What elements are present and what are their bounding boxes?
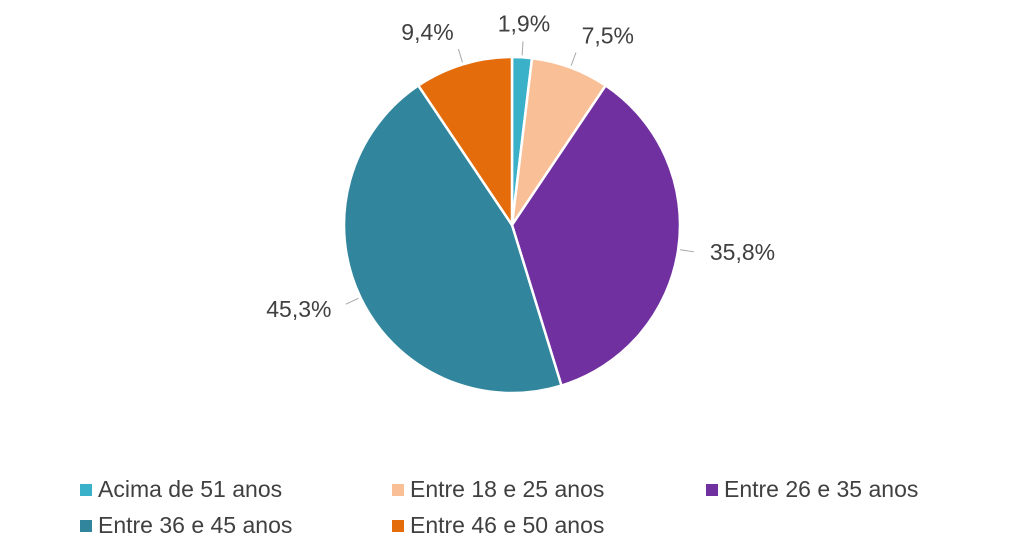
data-label: 1,9% <box>498 10 550 36</box>
data-label: 45,3% <box>266 296 331 322</box>
pie-slice <box>416 55 514 230</box>
legend-swatch <box>706 484 718 496</box>
leader-line <box>570 52 577 66</box>
data-label: 35,8% <box>710 239 775 265</box>
legend-swatch <box>392 520 404 532</box>
leader-line <box>345 297 359 305</box>
pie-slice <box>510 83 682 388</box>
legend-swatch <box>80 520 92 532</box>
leader-line <box>457 48 463 63</box>
data-label: 7,5% <box>582 23 634 49</box>
leader-line <box>680 249 695 253</box>
legend-swatch <box>80 484 92 496</box>
data-label: 9,4% <box>401 19 453 45</box>
legend-label: Entre 18 e 25 anos <box>410 476 604 502</box>
legend-label: Acima de 51 anos <box>98 476 282 502</box>
legend-label: Entre 26 e 35 anos <box>724 476 918 502</box>
legend-label: Entre 46 e 50 anos <box>410 512 604 538</box>
legend-label: Entre 36 e 45 anos <box>98 512 292 538</box>
pie-slice <box>342 83 564 395</box>
legend-swatch <box>392 484 404 496</box>
leader-line <box>521 41 524 56</box>
